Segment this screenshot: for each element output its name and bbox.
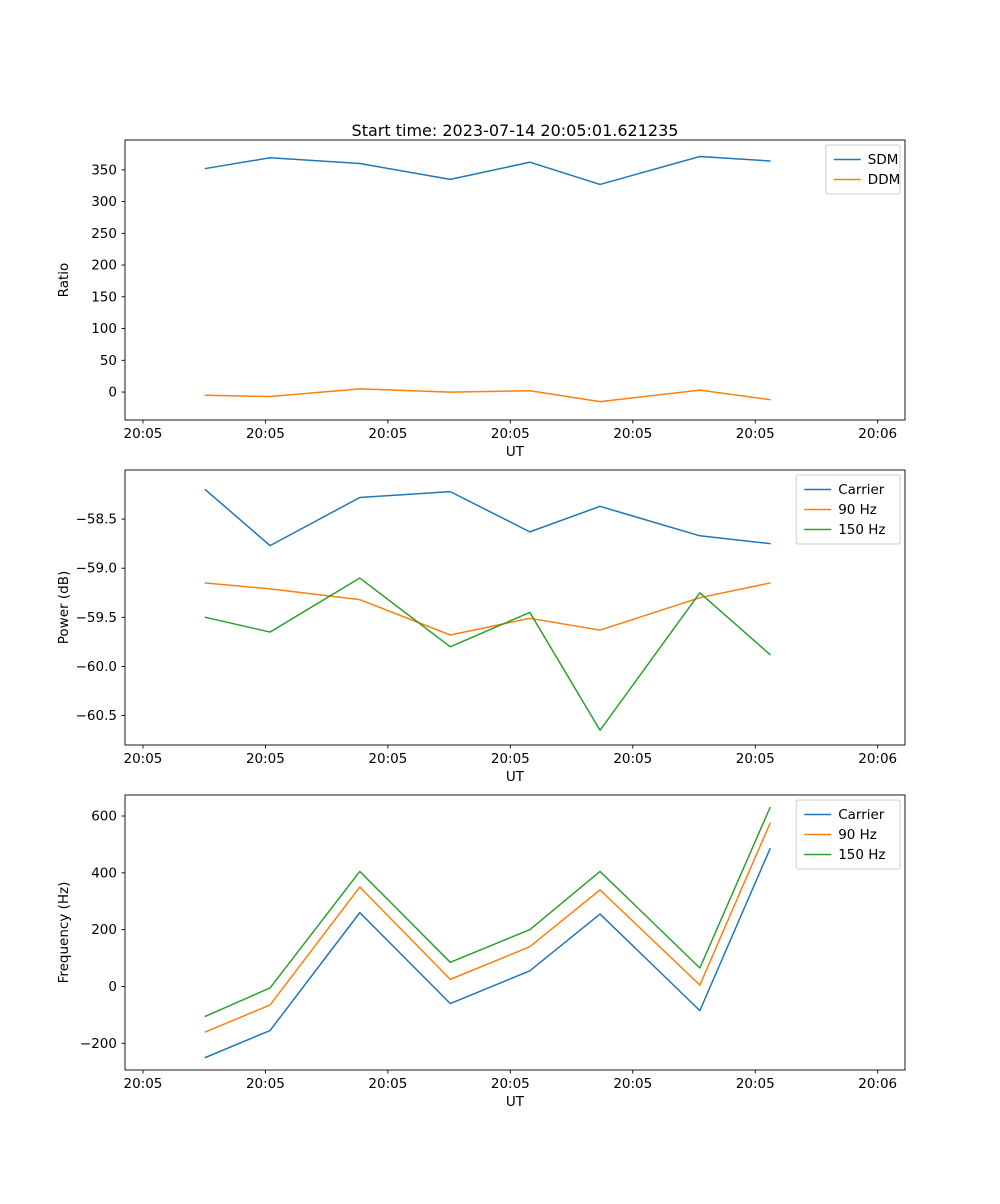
y-tick-label: −59.0	[76, 561, 117, 577]
y-tick-label: 200	[91, 922, 117, 938]
series-line-carrier	[204, 488, 771, 547]
legend-label: Carrier	[838, 807, 885, 823]
series-line-150-hz	[204, 806, 771, 1018]
y-tick-label: −200	[80, 1036, 117, 1052]
y-tick-label: 200	[91, 258, 117, 274]
y-axis-label: Power (dB)	[56, 571, 72, 644]
x-axis-label: UT	[506, 444, 525, 460]
y-tick-label: 400	[91, 865, 117, 881]
x-tick-label: 20:05	[368, 751, 407, 767]
x-tick-label: 20:05	[736, 1076, 775, 1092]
y-tick-label: 0	[108, 979, 117, 995]
legend-box	[795, 799, 901, 870]
x-axis-label: UT	[506, 769, 525, 785]
x-tick-label: 20:05	[246, 1076, 285, 1092]
legend-label: Carrier	[838, 482, 885, 498]
y-tick-label: 150	[91, 289, 117, 305]
x-tick-label: 20:05	[246, 751, 285, 767]
y-tick-label: 0	[108, 385, 117, 401]
legend-box	[795, 474, 901, 545]
x-tick-label: 20:05	[736, 426, 775, 442]
series-line-150-hz	[204, 577, 771, 732]
legend-label: SDM	[868, 152, 899, 168]
x-tick-label: 20:05	[491, 751, 530, 767]
y-tick-label: 600	[91, 809, 117, 825]
x-tick-label: 20:05	[123, 751, 162, 767]
x-tick-label: 20:06	[858, 426, 897, 442]
axes-frame	[124, 794, 906, 1071]
x-axis-label: UT	[506, 1094, 525, 1110]
x-tick-label: 20:06	[858, 751, 897, 767]
axes-frame	[124, 469, 906, 746]
legend-box	[825, 144, 901, 195]
series-line-90-hz	[204, 822, 771, 1033]
y-tick-label: −60.5	[76, 708, 117, 724]
chart-ratio: 20:05 20:05 20:05 20:05 20:05 20:05 20:06 0 50 10…	[56, 139, 906, 460]
x-tick-label: 20:05	[491, 426, 530, 442]
y-axis-label: Ratio	[56, 263, 72, 298]
legend-label: DDM	[868, 172, 900, 188]
x-tick-label: 20:05	[246, 426, 285, 442]
y-tick-label: 50	[100, 353, 117, 369]
legend-label: 90 Hz	[838, 502, 877, 518]
x-tick-label: 20:05	[368, 426, 407, 442]
legend-label: 90 Hz	[838, 827, 877, 843]
x-tick-label: 20:06	[858, 1076, 897, 1092]
axes-frame	[124, 139, 906, 421]
y-tick-label: 100	[91, 321, 117, 337]
series-line-carrier	[204, 847, 771, 1059]
x-tick-label: 20:05	[613, 1076, 652, 1092]
series-line-ddm	[204, 388, 771, 403]
y-tick-label: 300	[91, 194, 117, 210]
x-tick-label: 20:05	[123, 426, 162, 442]
y-tick-label: 350	[91, 162, 117, 178]
y-tick-label: 250	[91, 226, 117, 242]
x-tick-label: 20:05	[613, 426, 652, 442]
x-tick-label: 20:05	[123, 1076, 162, 1092]
series-line-sdm	[204, 155, 771, 186]
legend-label: 150 Hz	[838, 522, 885, 538]
legend-label: 150 Hz	[838, 847, 885, 863]
x-tick-label: 20:05	[613, 751, 652, 767]
y-tick-label: −59.5	[76, 610, 117, 626]
figure-title: Start time: 2023-07-14 20:05:01.621235	[352, 121, 679, 140]
y-axis-label: Frequency (Hz)	[56, 882, 72, 984]
series-line-90-hz	[204, 582, 771, 636]
chart-power: 20:05 20:05 20:05 20:05 20:05 20:05 20:06 −60.5…	[56, 469, 906, 785]
y-tick-label: −58.5	[76, 512, 117, 528]
x-tick-label: 20:05	[736, 751, 775, 767]
chart-frequency: 20:05 20:05 20:05 20:05 20:05 20:05 20:06 −200 0…	[56, 794, 906, 1110]
x-tick-label: 20:05	[491, 1076, 530, 1092]
y-tick-label: −60.0	[76, 659, 117, 675]
x-tick-label: 20:05	[368, 1076, 407, 1092]
